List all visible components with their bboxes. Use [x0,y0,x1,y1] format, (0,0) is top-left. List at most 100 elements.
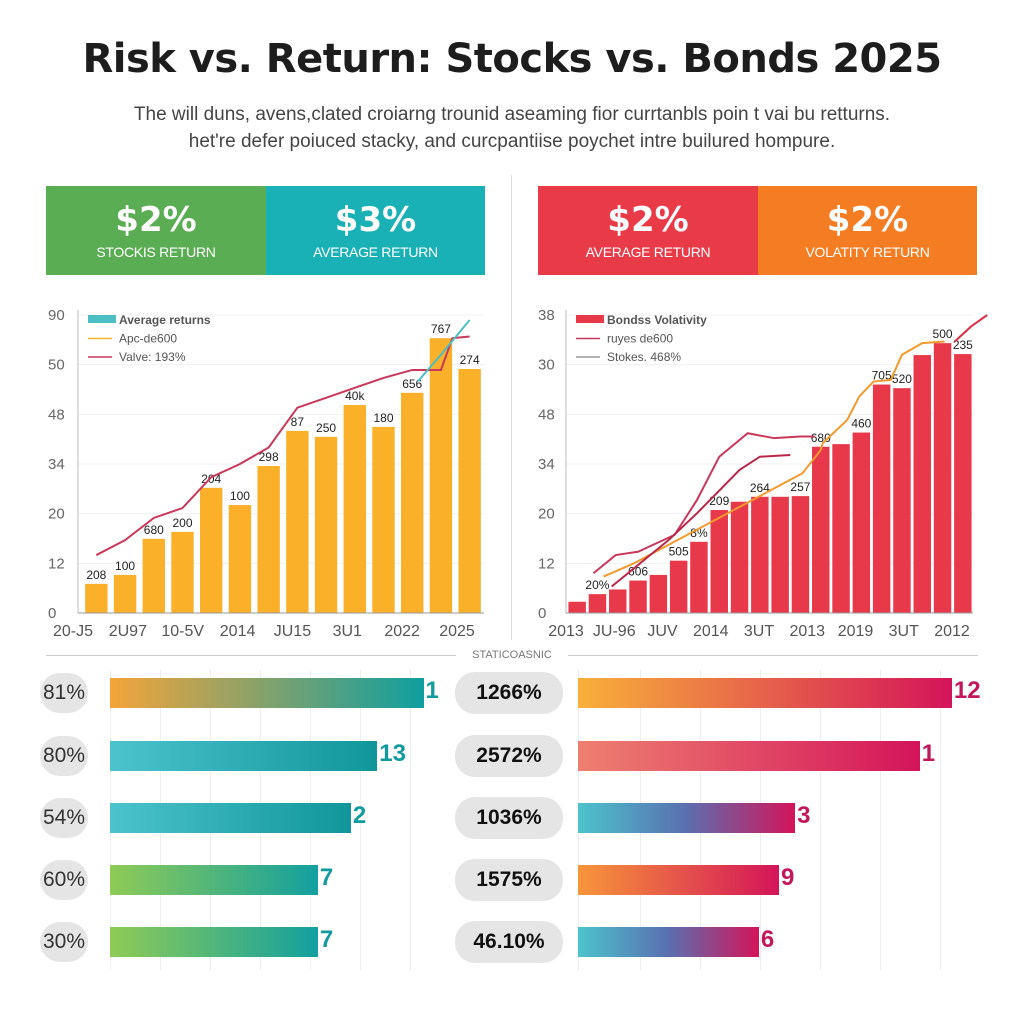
bar-value: 1 [425,677,439,704]
bar-value-label: 460 [851,417,871,431]
stat-card-average-return: $3% AVERAGE RETURN [266,186,485,275]
legend-label: Valve: 193% [119,350,186,364]
bar [933,343,952,613]
series-line-ruyes-de600 [592,432,815,575]
bar-value: 3 [797,802,811,829]
x-tick-label: 2013 [548,623,584,640]
bar [832,444,850,613]
percent-pill: 1266% [455,672,563,714]
legend-label: Apc-de600 [119,332,177,346]
y-tick-label: 0 [48,605,56,622]
bar [954,354,972,613]
gridline [410,670,411,970]
bar-value-label: 100 [230,489,250,503]
divider-left [46,655,456,656]
bar-value-label: 100 [115,559,135,573]
stat-label: AVERAGE RETURN [585,244,711,260]
y-tick-label: 20 [538,506,555,523]
x-tick-label: 2025 [439,623,475,640]
y-tick-label: 12 [538,555,555,572]
legend-label: Stokes. 468% [607,350,681,364]
series-line-valve-193- [95,335,470,556]
bar [458,368,481,613]
progress-bar [110,865,318,895]
x-tick-label: 2014 [220,623,256,640]
subtitle-line-1: The will duns, avens,clated croiarng tro… [133,104,891,125]
divider-right [568,655,978,656]
bar [113,574,137,613]
y-tick-label: 34 [538,456,555,473]
bar [852,432,871,613]
bar [286,430,309,613]
bar-value-label: 208 [86,568,106,582]
progress-bar [578,741,920,771]
x-tick-label: JUV [647,623,678,640]
bar [710,510,728,613]
progress-bar [110,678,424,708]
bar [913,355,931,613]
bar [690,541,708,613]
bar-value-label: 8% [690,526,708,540]
bar-value-label: 250 [316,421,336,435]
series-line-arrow [954,314,988,343]
bar [257,465,280,613]
bar [568,601,586,613]
progress-bar [578,803,796,833]
legend-label: ruyes de600 [607,332,673,346]
bar-value: 12 [953,677,981,704]
bar-value: 13 [379,740,406,767]
series-line-average-returns [417,319,471,382]
page-title: Risk vs. Return: Stocks vs. Bonds 2025 [82,36,942,82]
bar-value-label: 200 [172,516,192,530]
progress-bar [578,678,952,708]
bar-value-label: 87 [291,415,305,429]
stat-label: STOCKIS RETURN [96,244,216,260]
percent-pill: 2572% [455,735,563,777]
stat-value: $3% [334,200,417,240]
bar [812,446,830,613]
bar-value-label: 235 [953,338,973,352]
gridline [940,670,941,970]
bar-value-label: 705 [872,369,892,383]
stat-value: $2% [115,200,197,240]
bar-value-label: 520 [892,372,912,386]
x-tick-label: 3UT [744,623,774,640]
stat-value: $2% [826,200,909,240]
bar-value-label: 274 [460,353,480,367]
y-tick-label: 50 [48,357,65,374]
bar-value-label: 680 [144,523,164,537]
y-tick-label: 34 [48,456,65,473]
stat-card-volatility-return: $2% VOLATITY RETURN [758,186,977,275]
bar-value-label: 500 [933,327,953,341]
y-tick-label: 30 [538,357,555,374]
bar [171,531,194,613]
x-tick-label: JU15 [274,623,311,640]
bar-value-label: 180 [373,411,393,425]
bar-value: 7 [319,864,334,891]
stat-card-stocks-return: $2% STOCKIS RETURN [46,186,266,275]
subtitle-line-2: het're defer poiuced stacky, and curcpan… [188,131,836,152]
percent-pill: 1036% [455,797,563,839]
legend-swatch [576,315,604,323]
percent-pill: 30% [40,922,88,962]
bar [730,501,749,613]
progress-bar [578,927,759,957]
bar [669,560,688,613]
section-label: STATICOASNIC [472,649,552,661]
bar [200,487,223,613]
stat-card-bonds-average-return: $2% AVERAGE RETURN [538,186,758,275]
gridline [820,670,821,970]
stat-label: VOLATITY RETURN [805,244,930,260]
y-tick-label: 20 [48,506,65,523]
x-tick-label: 10-5V [161,623,204,640]
bar [343,405,366,613]
x-tick-label: 2U97 [109,623,147,640]
bar-value-label: 20% [585,578,609,592]
bar [85,583,108,613]
bar [791,496,810,613]
legend-swatch [88,315,116,323]
bar-value: 9 [781,864,795,891]
bar [372,426,395,613]
bar-value-label: 209 [709,494,729,508]
y-tick-label: 90 [48,307,65,324]
